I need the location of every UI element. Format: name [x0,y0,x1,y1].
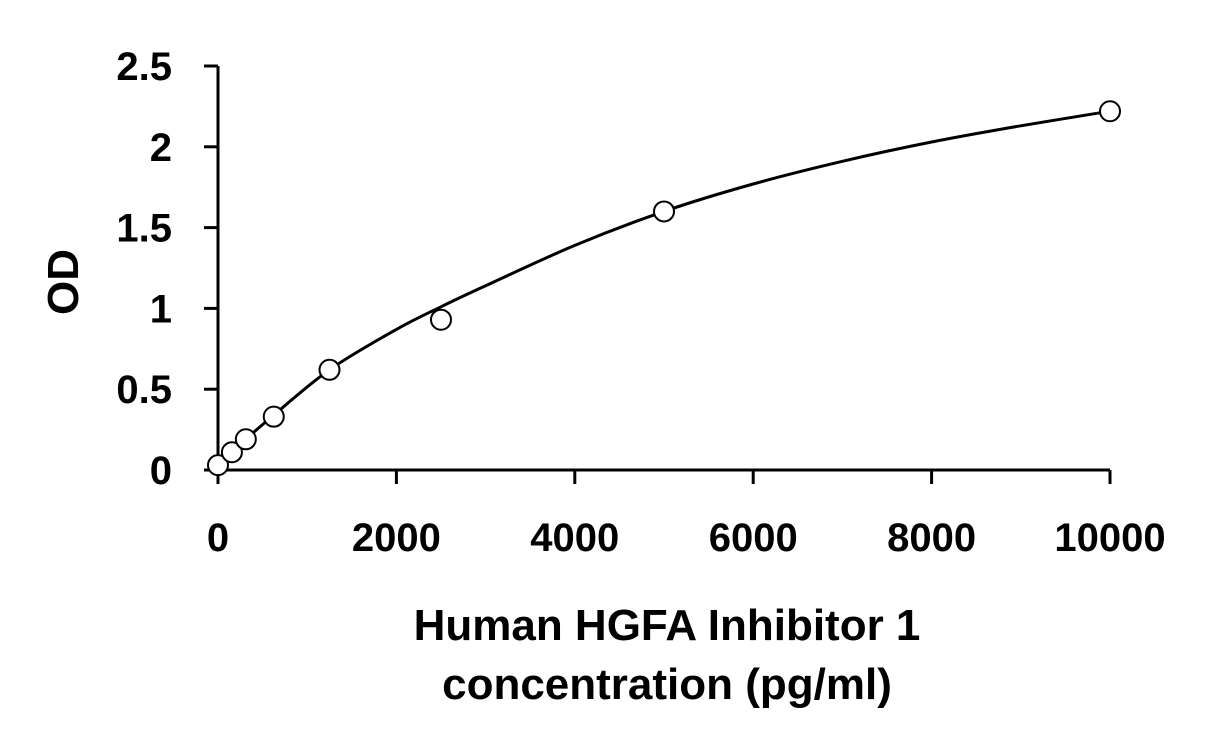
x-tick-label: 0 [207,516,229,560]
data-point [653,200,675,223]
data-point [1099,100,1121,123]
axes-layer [216,66,1110,472]
data-point [220,441,243,464]
y-tick-label: 0.5 [116,368,172,412]
y-tick-label: 1.5 [116,207,172,251]
data-point [207,454,229,477]
y-ticks: 0 0.5 1 1.5 2 2.5 [116,45,218,493]
x-ticks: 0 2000 4000 6000 8000 10000 [207,470,1166,560]
fit-curve [216,109,1111,467]
x-axis-title-line-2: concentration (pg/ml) [442,660,892,709]
fit-curve-layer [216,109,1111,467]
x-tick-label: 6000 [709,516,798,560]
data-point [234,428,257,451]
data-point [430,308,452,331]
data-point [262,405,285,428]
x-tick-label: 10000 [1054,516,1165,560]
x-tick-label: 8000 [887,516,976,560]
y-tick-label: 0 [150,449,172,493]
y-axis-title: OD [39,249,88,315]
y-tick-label: 2 [150,126,172,170]
y-tick-label: 1 [150,287,172,331]
x-axis-title-line-1: Human HGFA Inhibitor 1 [414,601,921,650]
data-point [318,358,341,381]
x-tick-label: 4000 [530,516,619,560]
x-tick-label: 2000 [352,516,441,560]
y-tick-label: 2.5 [116,45,172,89]
data-points [207,100,1121,477]
